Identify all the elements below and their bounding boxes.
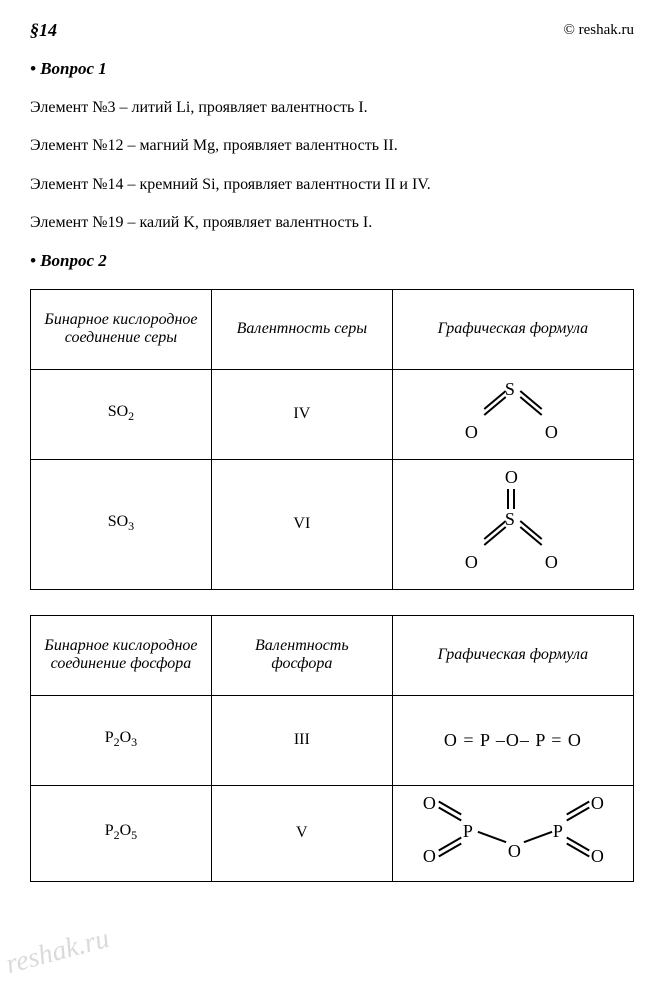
p2o3-structure: O = P –O– P = O	[392, 695, 633, 785]
phosphorus-table: Бинарное кислородное соединение фосфора …	[30, 615, 634, 882]
table-row: P2O3 III O = P –O– P = O	[31, 695, 634, 785]
table1-header-3: Графическая формула	[392, 289, 633, 369]
so2-structure: S O O	[392, 369, 633, 459]
table-row: P2O5 V O O P O P O O	[31, 785, 634, 881]
table2-header-1: Бинарное кислородное соединение фосфора	[31, 615, 212, 695]
p2o5-valence: V	[211, 785, 392, 881]
element-3-text: Элемент №3 – литий Li, проявляет валентн…	[30, 97, 634, 119]
p2o3-formula: P2O3	[31, 695, 212, 785]
element-14-text: Элемент №14 – кремний Si, проявляет вале…	[30, 174, 634, 196]
table-row: SO3 VI O S O O	[31, 459, 634, 589]
p2o5-structure: O O P O P O O	[392, 785, 633, 881]
p2o3-valence: III	[211, 695, 392, 785]
element-12-text: Элемент №12 – магний Mg, проявляет вален…	[30, 135, 634, 157]
table1-header-2: Валентность серы	[211, 289, 392, 369]
table1-header-1: Бинарное кислородное соединение серы	[31, 289, 212, 369]
question-1-title: Вопрос 1	[30, 59, 634, 79]
so3-structure: O S O O	[392, 459, 633, 589]
p2o5-formula: P2O5	[31, 785, 212, 881]
copyright-text: © reshak.ru	[563, 22, 634, 39]
table-row: SO2 IV S O O	[31, 369, 634, 459]
page-header: §14 © reshak.ru	[30, 20, 634, 41]
table2-header-2: Валентность фосфора	[211, 615, 392, 695]
so2-formula: SO2	[31, 369, 212, 459]
question-2-title: Вопрос 2	[30, 251, 634, 271]
so3-formula: SO3	[31, 459, 212, 589]
table2-header-3: Графическая формула	[392, 615, 633, 695]
element-19-text: Элемент №19 – калий K, проявляет валентн…	[30, 212, 634, 234]
sulfur-table: Бинарное кислородное соединение серы Вал…	[30, 289, 634, 590]
section-number: §14	[30, 20, 57, 41]
so2-valence: IV	[211, 369, 392, 459]
watermark-text: reshak.ru	[3, 923, 113, 981]
so3-valence: VI	[211, 459, 392, 589]
